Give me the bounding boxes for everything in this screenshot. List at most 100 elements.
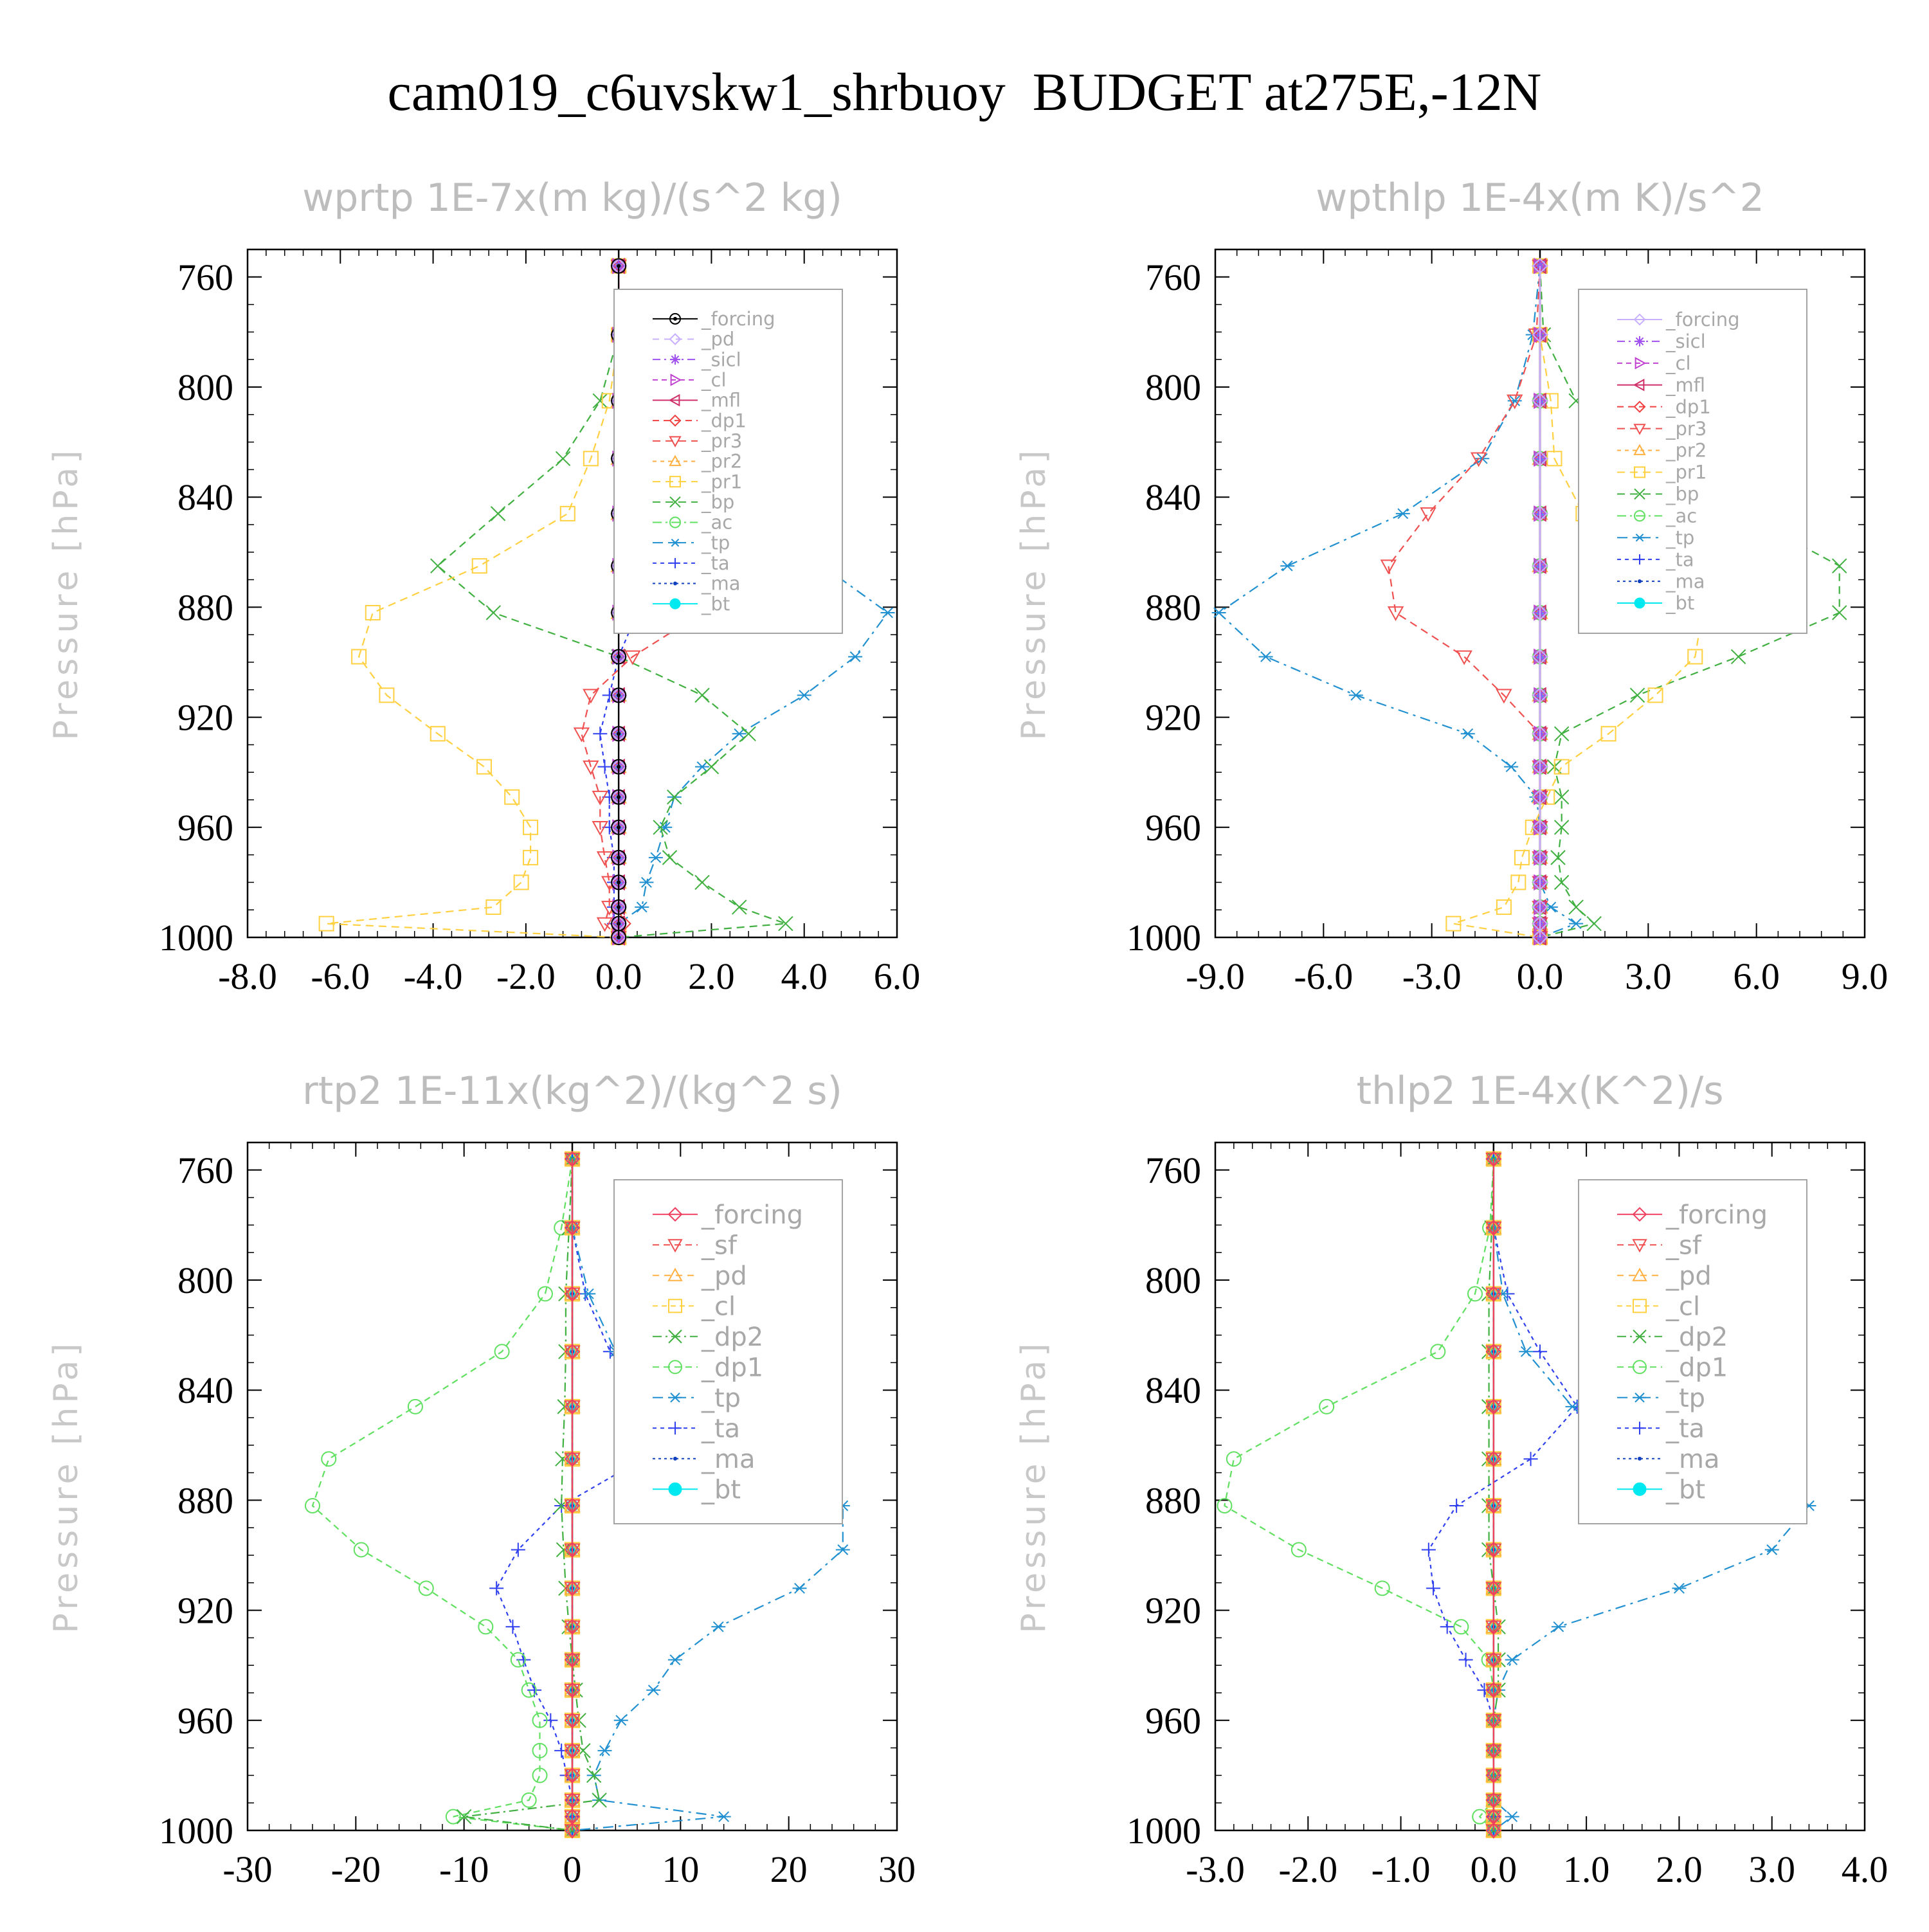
data-point <box>1420 507 1436 522</box>
data-point <box>1551 1621 1566 1632</box>
series-dp1 <box>1217 1151 1501 1838</box>
x-tick-label: -8.0 <box>218 955 277 997</box>
y-axis-label: Pressure [hPa] <box>47 1340 86 1634</box>
data-point <box>564 1682 581 1699</box>
data-point <box>1532 392 1548 409</box>
y-tick-label: 1000 <box>159 1810 233 1852</box>
data-point <box>1533 1344 1547 1359</box>
data-point <box>510 1652 526 1668</box>
legend: _forcing_sicl_cl_mfl_dp1_pr3_pr2_pr1_bp_… <box>1578 289 1807 634</box>
data-point <box>611 849 627 865</box>
x-tick-label: 20 <box>770 1848 808 1890</box>
legend-entry: _dp1 <box>653 410 747 431</box>
data-point <box>351 649 367 665</box>
data-point <box>564 1151 581 1168</box>
legend-entry: _mfl <box>653 390 741 411</box>
data-point <box>1532 649 1548 665</box>
legend-entry: _pd <box>653 1261 747 1291</box>
legend-label: _forcing <box>1665 1200 1768 1230</box>
legend-label: _dp1 <box>701 410 747 431</box>
x-tick-label: -3.0 <box>1402 955 1462 997</box>
data-point <box>559 505 575 521</box>
data-point <box>478 1619 494 1635</box>
data-point <box>1426 1581 1441 1596</box>
data-point <box>593 727 608 741</box>
y-tick-label: 920 <box>1145 697 1201 739</box>
y-tick-label: 800 <box>177 366 233 408</box>
legend-entry: _ta <box>1617 1414 1705 1443</box>
x-tick-label: -3.0 <box>1186 1848 1245 1890</box>
data-point <box>1485 1497 1502 1514</box>
legend-entry: _sf <box>653 1231 738 1260</box>
data-point <box>564 1618 581 1635</box>
data-point <box>521 1682 537 1698</box>
data-point <box>1445 916 1462 932</box>
legend-label: _pr3 <box>1665 418 1707 440</box>
series-line <box>1453 266 1703 939</box>
legend-entry: _ac <box>1617 505 1697 527</box>
legend-entry: _ta <box>653 552 730 574</box>
data-point <box>1532 874 1548 890</box>
legend-label: _pr2 <box>1665 440 1707 462</box>
data-point <box>1387 606 1404 622</box>
data-point <box>1348 689 1363 701</box>
y-tick-label: 1000 <box>159 917 233 959</box>
data-point <box>573 727 590 743</box>
y-axis-label: Pressure [hPa] <box>1015 447 1053 741</box>
x-tick-label: -1.0 <box>1372 1848 1431 1890</box>
data-point <box>1514 849 1530 865</box>
data-point <box>1291 1542 1307 1558</box>
x-tick-label: -6.0 <box>311 955 370 997</box>
data-point <box>565 1151 580 1167</box>
legend-entry: _ma <box>1617 570 1705 592</box>
data-point <box>564 1742 581 1759</box>
data-point <box>1467 1286 1483 1302</box>
series-ta <box>489 1151 661 1837</box>
data-point <box>667 1654 682 1666</box>
x-tick-label: 0.0 <box>1471 1848 1517 1890</box>
data-point <box>564 1152 581 1168</box>
legend-entry: _sicl <box>653 348 741 370</box>
data-point <box>1258 651 1273 662</box>
y-tick-label: 800 <box>1145 1259 1201 1301</box>
x-tick-label: 3.0 <box>1625 955 1672 997</box>
x-tick-label: 9.0 <box>1842 955 1888 997</box>
data-point <box>1532 557 1548 574</box>
y-tick-label: 880 <box>1145 586 1201 628</box>
panel-1: wprtp 1E-7x(m kg)/(s^2 kg) Pressure [hPa]… <box>47 176 920 997</box>
data-point <box>792 1582 807 1594</box>
data-point <box>586 1767 602 1783</box>
panel-4: thlp2 1E-4x(K^2)/s Pressure [hPa] -3.0 -2.0… <box>1015 1069 1888 1890</box>
legend-label: _mfl <box>701 390 741 411</box>
x-tick-label: 3.0 <box>1748 1848 1795 1890</box>
x-tick-label: 4.0 <box>1842 1848 1888 1890</box>
legend-label: _dp1 <box>701 1353 763 1382</box>
data-point <box>624 650 641 665</box>
data-point <box>305 1497 320 1513</box>
data-point <box>1485 1767 1502 1783</box>
data-point <box>485 605 502 620</box>
series-line <box>599 266 643 938</box>
data-point <box>532 1767 548 1783</box>
data-point <box>513 874 529 890</box>
series-line <box>495 1159 655 1830</box>
y-tick-label: 960 <box>1145 807 1201 849</box>
series-dp1 <box>305 1151 580 1838</box>
data-point <box>365 604 381 620</box>
data-point <box>592 1792 607 1808</box>
data-point <box>1485 1343 1502 1360</box>
x-tick-label: 10 <box>662 1848 699 1890</box>
data-point <box>564 1343 581 1360</box>
legend-entry: _bp <box>653 491 734 513</box>
data-point <box>1485 1618 1502 1635</box>
legend-label: _ma <box>701 573 741 595</box>
data-point <box>1832 558 1847 573</box>
data-point <box>1217 1497 1233 1513</box>
data-point <box>778 916 793 932</box>
data-point <box>564 1822 581 1839</box>
data-point <box>611 874 627 890</box>
data-point <box>1485 1151 1502 1168</box>
data-point <box>1485 1821 1502 1837</box>
y-tick-label: 760 <box>177 1150 233 1191</box>
y-tick-label: 1000 <box>1127 917 1201 959</box>
